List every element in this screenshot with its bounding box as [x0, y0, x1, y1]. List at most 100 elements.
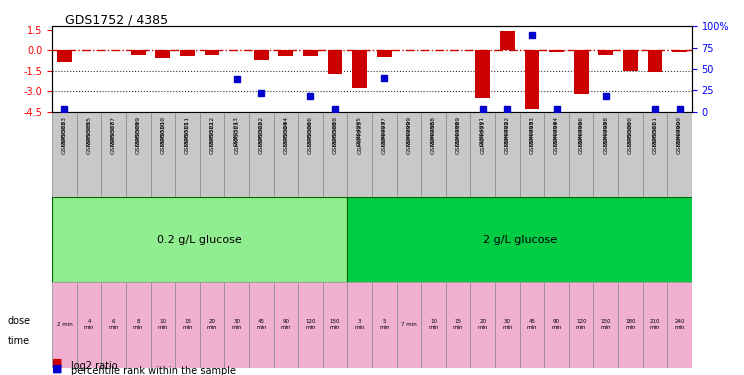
- Text: 2 min: 2 min: [57, 322, 72, 327]
- Bar: [574, 50, 589, 94]
- Text: GSM94997: GSM94997: [382, 120, 387, 154]
- FancyBboxPatch shape: [150, 282, 175, 368]
- Text: GSM94992: GSM94992: [505, 120, 510, 154]
- Text: 6
min: 6 min: [109, 320, 119, 330]
- Text: GSM95011: GSM95011: [185, 120, 190, 154]
- FancyBboxPatch shape: [545, 282, 569, 368]
- Text: GSM94995: GSM94995: [357, 116, 362, 146]
- FancyBboxPatch shape: [519, 282, 545, 368]
- Text: GSM95002: GSM95002: [259, 116, 264, 146]
- FancyBboxPatch shape: [323, 112, 347, 197]
- Bar: [673, 50, 687, 52]
- FancyBboxPatch shape: [372, 112, 397, 197]
- Text: 5
min: 5 min: [379, 320, 390, 330]
- Text: GSM94994: GSM94994: [554, 120, 559, 154]
- Bar: [549, 50, 564, 51]
- FancyBboxPatch shape: [249, 112, 274, 197]
- Text: 0.2 g/L glucose: 0.2 g/L glucose: [158, 234, 242, 244]
- FancyBboxPatch shape: [446, 282, 470, 368]
- FancyBboxPatch shape: [298, 282, 323, 368]
- FancyBboxPatch shape: [545, 112, 569, 197]
- FancyBboxPatch shape: [372, 282, 397, 368]
- Text: 90
min: 90 min: [280, 320, 291, 330]
- FancyBboxPatch shape: [52, 112, 77, 197]
- Text: GSM95002: GSM95002: [259, 120, 264, 154]
- Text: GSM95000: GSM95000: [628, 120, 633, 154]
- FancyBboxPatch shape: [150, 112, 175, 197]
- FancyBboxPatch shape: [470, 112, 495, 197]
- Bar: [500, 31, 515, 50]
- Text: GSM95005: GSM95005: [86, 116, 92, 146]
- Text: GSM94997: GSM94997: [382, 116, 387, 146]
- FancyBboxPatch shape: [421, 112, 446, 197]
- FancyBboxPatch shape: [569, 282, 594, 368]
- FancyBboxPatch shape: [323, 282, 347, 368]
- FancyBboxPatch shape: [77, 282, 101, 368]
- Text: GSM95001: GSM95001: [652, 116, 658, 146]
- Text: 7 min: 7 min: [401, 322, 417, 327]
- FancyBboxPatch shape: [618, 112, 643, 197]
- FancyBboxPatch shape: [643, 282, 667, 368]
- Text: log2 ratio: log2 ratio: [71, 361, 118, 370]
- FancyBboxPatch shape: [519, 112, 545, 197]
- Text: GSM94999: GSM94999: [406, 120, 411, 154]
- Text: 8
min: 8 min: [133, 320, 144, 330]
- Bar: [353, 50, 367, 88]
- FancyBboxPatch shape: [298, 112, 323, 197]
- FancyBboxPatch shape: [225, 282, 249, 368]
- Text: GSM95006: GSM95006: [308, 116, 313, 146]
- Bar: [131, 50, 146, 55]
- Text: GSM95013: GSM95013: [234, 116, 239, 146]
- FancyBboxPatch shape: [667, 282, 692, 368]
- FancyBboxPatch shape: [199, 112, 225, 197]
- FancyBboxPatch shape: [594, 112, 618, 197]
- FancyBboxPatch shape: [175, 282, 199, 368]
- Text: 210
min: 210 min: [650, 320, 660, 330]
- Text: GSM94990: GSM94990: [677, 116, 682, 146]
- Text: GSM95008: GSM95008: [333, 116, 338, 146]
- Text: time: time: [7, 336, 30, 346]
- Text: 30
min: 30 min: [231, 320, 242, 330]
- Text: ■: ■: [52, 363, 62, 373]
- Text: 150
min: 150 min: [600, 320, 611, 330]
- FancyBboxPatch shape: [101, 112, 126, 197]
- Text: GSM95003: GSM95003: [62, 116, 67, 146]
- Text: 20
min: 20 min: [207, 320, 217, 330]
- Text: GSM94993: GSM94993: [530, 120, 534, 154]
- Bar: [180, 50, 195, 56]
- FancyBboxPatch shape: [274, 112, 298, 197]
- FancyBboxPatch shape: [347, 112, 372, 197]
- Text: dose: dose: [7, 316, 31, 326]
- Text: GSM95001: GSM95001: [652, 120, 658, 154]
- Bar: [303, 50, 318, 56]
- Text: GSM94999: GSM94999: [406, 116, 411, 146]
- FancyBboxPatch shape: [225, 112, 249, 197]
- Bar: [205, 50, 219, 55]
- Text: 15
min: 15 min: [182, 320, 193, 330]
- Bar: [57, 50, 71, 62]
- Text: 10
min: 10 min: [158, 320, 168, 330]
- FancyBboxPatch shape: [446, 112, 470, 197]
- Text: GSM94989: GSM94989: [455, 116, 461, 146]
- FancyBboxPatch shape: [495, 112, 519, 197]
- Text: GSM94998: GSM94998: [603, 120, 609, 154]
- Text: 120
min: 120 min: [305, 320, 315, 330]
- Bar: [377, 50, 391, 57]
- FancyBboxPatch shape: [397, 282, 421, 368]
- Text: 90
min: 90 min: [551, 320, 562, 330]
- FancyBboxPatch shape: [274, 282, 298, 368]
- Text: GSM94991: GSM94991: [480, 120, 485, 154]
- FancyBboxPatch shape: [667, 112, 692, 197]
- FancyBboxPatch shape: [495, 282, 519, 368]
- FancyBboxPatch shape: [52, 282, 77, 368]
- Text: GSM94995: GSM94995: [357, 120, 362, 154]
- FancyBboxPatch shape: [126, 112, 150, 197]
- Text: GSM94994: GSM94994: [554, 116, 559, 146]
- Text: GSM95006: GSM95006: [308, 120, 313, 154]
- Text: 240
min: 240 min: [674, 320, 685, 330]
- Text: GSM94996: GSM94996: [579, 116, 584, 146]
- Bar: [475, 50, 490, 98]
- FancyBboxPatch shape: [397, 112, 421, 197]
- Text: GSM95010: GSM95010: [160, 120, 165, 154]
- FancyBboxPatch shape: [470, 282, 495, 368]
